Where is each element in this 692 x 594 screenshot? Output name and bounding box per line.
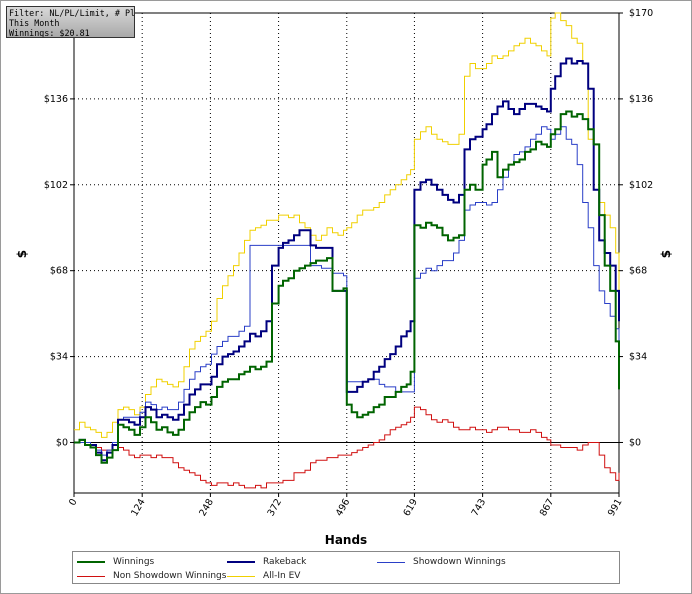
- x-tick-label: 496: [334, 497, 353, 518]
- y-tick-label-right: $68: [629, 266, 647, 277]
- x-tick-label: 372: [266, 497, 285, 518]
- x-axis-title: Hands: [325, 533, 367, 547]
- x-tick-label: 248: [197, 497, 216, 518]
- x-tick-label: 124: [129, 497, 148, 518]
- legend-swatch-rakeback: [227, 561, 255, 563]
- legend-swatch-showdown: [377, 561, 405, 563]
- filter-info-box: Filter: NL/PL/Limit, # Players This Mont…: [6, 6, 135, 38]
- y-axis-title-right: $: [659, 250, 673, 258]
- y-axis-title-left: $: [15, 250, 29, 258]
- winnings-total-text: Winnings: $20.81: [9, 28, 90, 38]
- x-tick-label: 743: [470, 497, 489, 518]
- legend-item-allin-ev: All-In EV: [227, 570, 300, 582]
- series-lines: [74, 12, 620, 489]
- x-tick-label: 0: [67, 497, 80, 508]
- chart-legend: Winnings Rakeback Showdown Winnings Non …: [72, 551, 620, 584]
- legend-label-non-showdown: Non Showdown Winnings: [113, 571, 227, 581]
- series-line-all-in-ev: [74, 12, 620, 438]
- x-tick-label: 867: [538, 497, 557, 518]
- legend-label-showdown: Showdown Winnings: [413, 557, 506, 567]
- legend-label-rakeback: Rakeback: [263, 557, 307, 567]
- legend-item-non-showdown: Non Showdown Winnings: [77, 570, 226, 582]
- series-line-rakeback: [74, 57, 620, 462]
- y-tick-label-right: $170: [629, 8, 653, 19]
- legend-label-allin-ev: All-In EV: [263, 571, 301, 581]
- y-tick-label-left: $68: [50, 266, 68, 277]
- legend-swatch-non-showdown: [77, 575, 105, 577]
- y-tick-label-right: $102: [629, 180, 653, 191]
- y-tick-label-right: $0: [629, 437, 641, 448]
- x-tick-label: 991: [606, 497, 625, 518]
- y-tick-label-right: $34: [629, 352, 647, 363]
- legend-item-winnings: Winnings: [77, 556, 154, 568]
- y-tick-label-left: $102: [44, 180, 68, 191]
- y-tick-label-left: $34: [50, 352, 68, 363]
- filter-text: Filter: NL/PL/Limit, # Players: [9, 8, 135, 18]
- x-tick-label: 619: [401, 497, 420, 518]
- y-tick-label-right: $136: [629, 94, 653, 105]
- legend-swatch-winnings: [77, 561, 105, 563]
- y-tick-label-left: $0: [56, 437, 68, 448]
- y-tick-label-left: $136: [44, 94, 68, 105]
- series-line-non-showdown-winnings: [74, 406, 620, 489]
- legend-item-rakeback: Rakeback: [227, 556, 306, 568]
- period-text: This Month: [9, 18, 60, 29]
- legend-item-showdown: Showdown Winnings: [377, 556, 506, 568]
- legend-label-winnings: Winnings: [113, 557, 155, 567]
- legend-swatch-allin-ev: [227, 575, 255, 577]
- series-line-winnings: [74, 110, 620, 464]
